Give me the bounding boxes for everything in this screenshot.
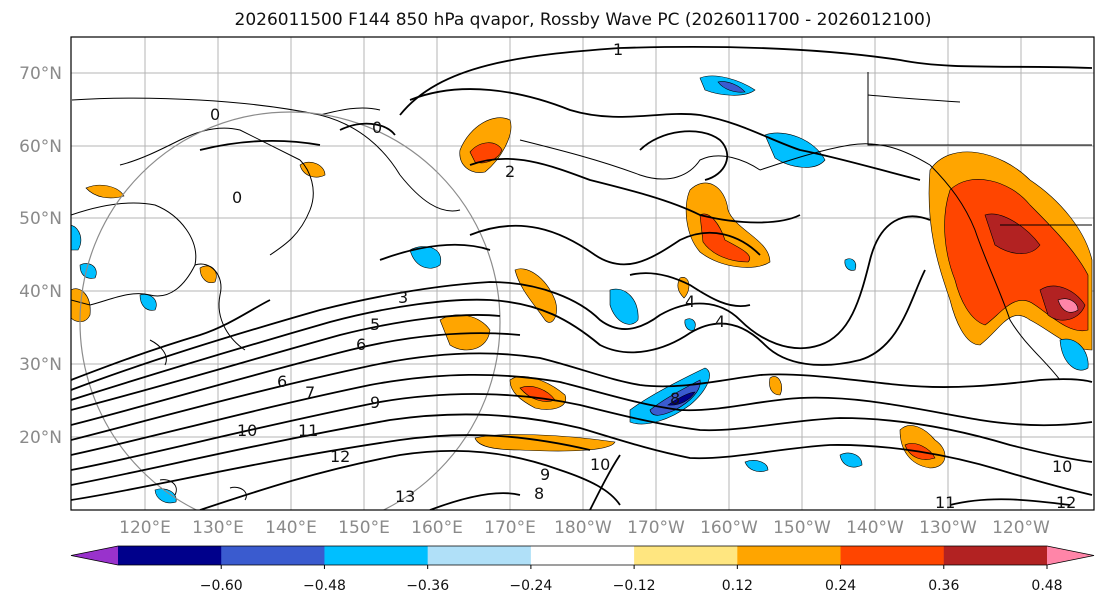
contour-label: 8 [670,389,680,408]
colorbar-segment [530,546,635,565]
colorbar-tick-label: −0.12 [613,578,656,594]
colorbar-extension-low [71,546,118,565]
contour-label: 13 [395,487,415,506]
lat-label: 30°N [19,355,62,375]
colorbar-tick-label: 0.48 [1031,578,1062,594]
colorbar-segment [221,546,325,565]
anomaly-shape [844,258,857,271]
colorbar-segment [427,546,532,565]
contour-label: 8 [534,484,544,503]
lon-label: 150°E [338,518,390,538]
anomaly-shape [409,246,442,269]
anomaly-shape [699,213,750,263]
contour-label: 6 [277,372,287,391]
lon-label: 160°W [700,518,758,538]
colorbar-tick-label: 0.12 [722,578,753,594]
contour-label: 10 [590,455,610,474]
contour-label: 6 [356,335,366,354]
contour-labels: 1 2 0 0 0 3 4 4 5 6 6 7 9 10 11 12 13 9 … [210,40,1076,512]
colorbar-tick-label: −0.36 [406,578,449,594]
contour-label: 12 [330,447,350,466]
contour-label: 10 [1052,457,1072,476]
colorbar-segment [737,546,842,565]
contour-label: 4 [685,292,695,311]
colorbar-segment [118,546,222,565]
colorbar-segment [324,546,429,565]
contour-label: 9 [540,465,550,484]
anomaly-shape [154,488,177,504]
lon-label: 120°W [992,518,1050,538]
anomaly-shape [469,142,503,164]
contour-label: 11 [298,421,318,440]
anomaly-shape [299,161,326,178]
rossby-wave-ring [79,111,501,510]
lon-label: 130°E [192,518,244,538]
lat-label: 70°N [19,64,62,84]
lon-label: 120°E [119,518,171,538]
anomaly-shape [609,288,639,325]
lon-label: 140°E [265,518,317,538]
contour-label: 9 [370,393,380,412]
lon-label: 170°E [484,518,536,538]
lon-label: 130°W [919,518,977,538]
colorbar-tick-label: −0.48 [303,578,346,594]
shaded-anomalies [71,75,1093,504]
contour-label: 5 [370,315,380,334]
contour-label: 3 [398,288,408,307]
colorbar-extension-high [1047,546,1094,565]
anomaly-shape [71,224,82,251]
contour-label: 2 [505,162,515,181]
contour-label: 12 [1056,493,1076,512]
anomaly-shape [717,81,746,93]
contour-label: 0 [372,118,382,137]
lat-label: 40°N [19,282,62,302]
anomaly-shape [1057,298,1079,313]
lon-label: 180°W [554,518,612,538]
lon-label: 140°W [846,518,904,538]
anomaly-shape [1059,338,1089,371]
lat-label: 20°N [19,428,62,448]
figure-title: 2026011500 F144 850 hPa qvapor, Rossby W… [235,10,932,30]
contours [71,46,1093,510]
anomaly-shape [199,265,217,283]
colorbar-segment [634,546,738,565]
lon-label: 160°E [411,518,463,538]
contour-label: 1 [613,40,623,59]
anomaly-shape [744,460,769,472]
anomaly-shape [85,184,125,199]
anomaly-shape [769,376,782,396]
colorbar: −0.60 −0.48 −0.36 −0.24 −0.12 0.12 0.24 0.36 0.4… [70,545,1095,594]
longitude-labels: 120°E 130°E 140°E 150°E 160°E 170°E 180°… [119,518,1050,538]
colorbar-segment [840,546,945,565]
colorbar-tick-label: −0.24 [509,578,552,594]
contour-label: 10 [237,421,257,440]
contour-label: 4 [715,312,725,331]
colorbar-tick-label: −0.60 [200,578,243,594]
colorbar-segment [943,546,1048,565]
lat-label: 60°N [19,137,62,157]
lon-label: 170°W [627,518,685,538]
coastlines [71,72,1092,501]
contour-label: 0 [210,105,220,124]
anomaly-shape [984,213,1041,254]
colorbar-tick-label: 0.36 [928,578,959,594]
latitude-labels: 70°N 60°N 50°N 40°N 30°N 20°N [19,64,62,448]
anomaly-shape [839,452,863,468]
contour-label: 7 [305,383,315,402]
colorbar-tick-label: 0.24 [825,578,856,594]
lat-label: 50°N [19,209,62,229]
contour-label: 11 [935,493,955,512]
anomaly-shape [667,391,696,406]
map-panel: 1 2 0 0 0 3 4 4 5 6 6 7 9 10 11 12 13 9 … [71,37,1094,512]
anomaly-shape [514,268,557,323]
contour-label: 0 [232,188,242,207]
graticule [71,37,1094,510]
map-frame [70,36,1095,511]
colorbar-outline [70,545,1095,566]
lon-label: 150°W [773,518,831,538]
